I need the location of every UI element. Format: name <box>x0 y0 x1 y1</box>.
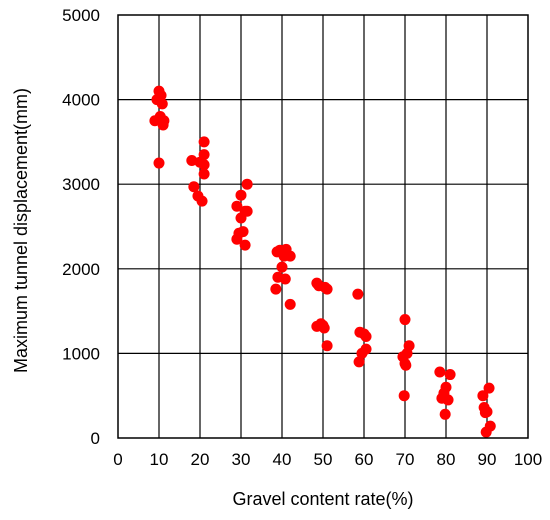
data-point <box>153 157 165 169</box>
data-point <box>155 89 167 101</box>
data-point <box>198 149 210 161</box>
y-tick-label: 1000 <box>62 344 100 363</box>
plot-frame <box>117 14 529 439</box>
data-point <box>239 239 251 251</box>
data-point <box>276 261 288 273</box>
data-point <box>483 382 495 394</box>
data-point <box>198 159 210 171</box>
data-point <box>477 390 489 402</box>
x-tick-label: 60 <box>355 450 374 469</box>
data-point <box>398 390 410 402</box>
y-axis-title: Maximum tunnel displacement(mm) <box>11 88 31 373</box>
data-point <box>279 273 291 285</box>
y-tick-label: 3000 <box>62 175 100 194</box>
x-tick-label: 90 <box>478 450 497 469</box>
x-tick-label: 40 <box>273 450 292 469</box>
x-tick-label: 20 <box>191 450 210 469</box>
data-point <box>481 406 493 418</box>
x-tick-label: 0 <box>113 450 122 469</box>
y-tick-label: 4000 <box>62 91 100 110</box>
data-point <box>231 200 243 212</box>
y-axis-tick-labels: 0 1000 2000 3000 4000 5000 <box>62 6 100 448</box>
x-axis-tick-labels: 0 10 20 30 40 50 60 70 80 90 100 <box>113 450 542 469</box>
data-point <box>188 181 200 193</box>
data-point <box>198 136 210 148</box>
data-point <box>444 369 456 381</box>
x-tick-label: 70 <box>396 450 415 469</box>
data-point <box>237 226 249 238</box>
data-point <box>284 250 296 262</box>
data-point <box>434 366 446 378</box>
data-point <box>196 195 208 207</box>
data-point <box>353 356 365 368</box>
data-point <box>440 381 452 393</box>
data-point <box>400 359 412 371</box>
data-point <box>321 340 333 352</box>
data-point <box>186 155 198 167</box>
data-point <box>235 189 247 201</box>
data-point <box>318 322 330 334</box>
data-points <box>149 85 496 438</box>
data-point <box>241 205 253 217</box>
x-tick-label: 30 <box>232 450 251 469</box>
data-point <box>321 283 333 295</box>
data-point <box>241 178 253 190</box>
grid-lines <box>118 15 528 438</box>
data-point <box>284 298 296 310</box>
x-tick-label: 100 <box>514 450 542 469</box>
y-tick-label: 0 <box>91 429 100 448</box>
data-point <box>403 340 415 352</box>
data-point <box>399 314 411 326</box>
data-point <box>360 330 372 342</box>
data-point <box>352 288 364 300</box>
data-point <box>442 394 454 406</box>
x-tick-label: 80 <box>437 450 456 469</box>
data-point <box>198 168 210 180</box>
data-point <box>158 115 170 127</box>
y-tick-label: 5000 <box>62 6 100 25</box>
data-point <box>270 283 282 295</box>
data-point <box>439 408 451 420</box>
x-axis-title: Gravel content rate(%) <box>232 489 413 509</box>
data-point <box>360 343 372 355</box>
x-tick-label: 50 <box>314 450 333 469</box>
y-tick-label: 2000 <box>62 260 100 279</box>
x-tick-label: 10 <box>150 450 169 469</box>
data-point <box>156 98 168 110</box>
data-point <box>484 420 496 432</box>
